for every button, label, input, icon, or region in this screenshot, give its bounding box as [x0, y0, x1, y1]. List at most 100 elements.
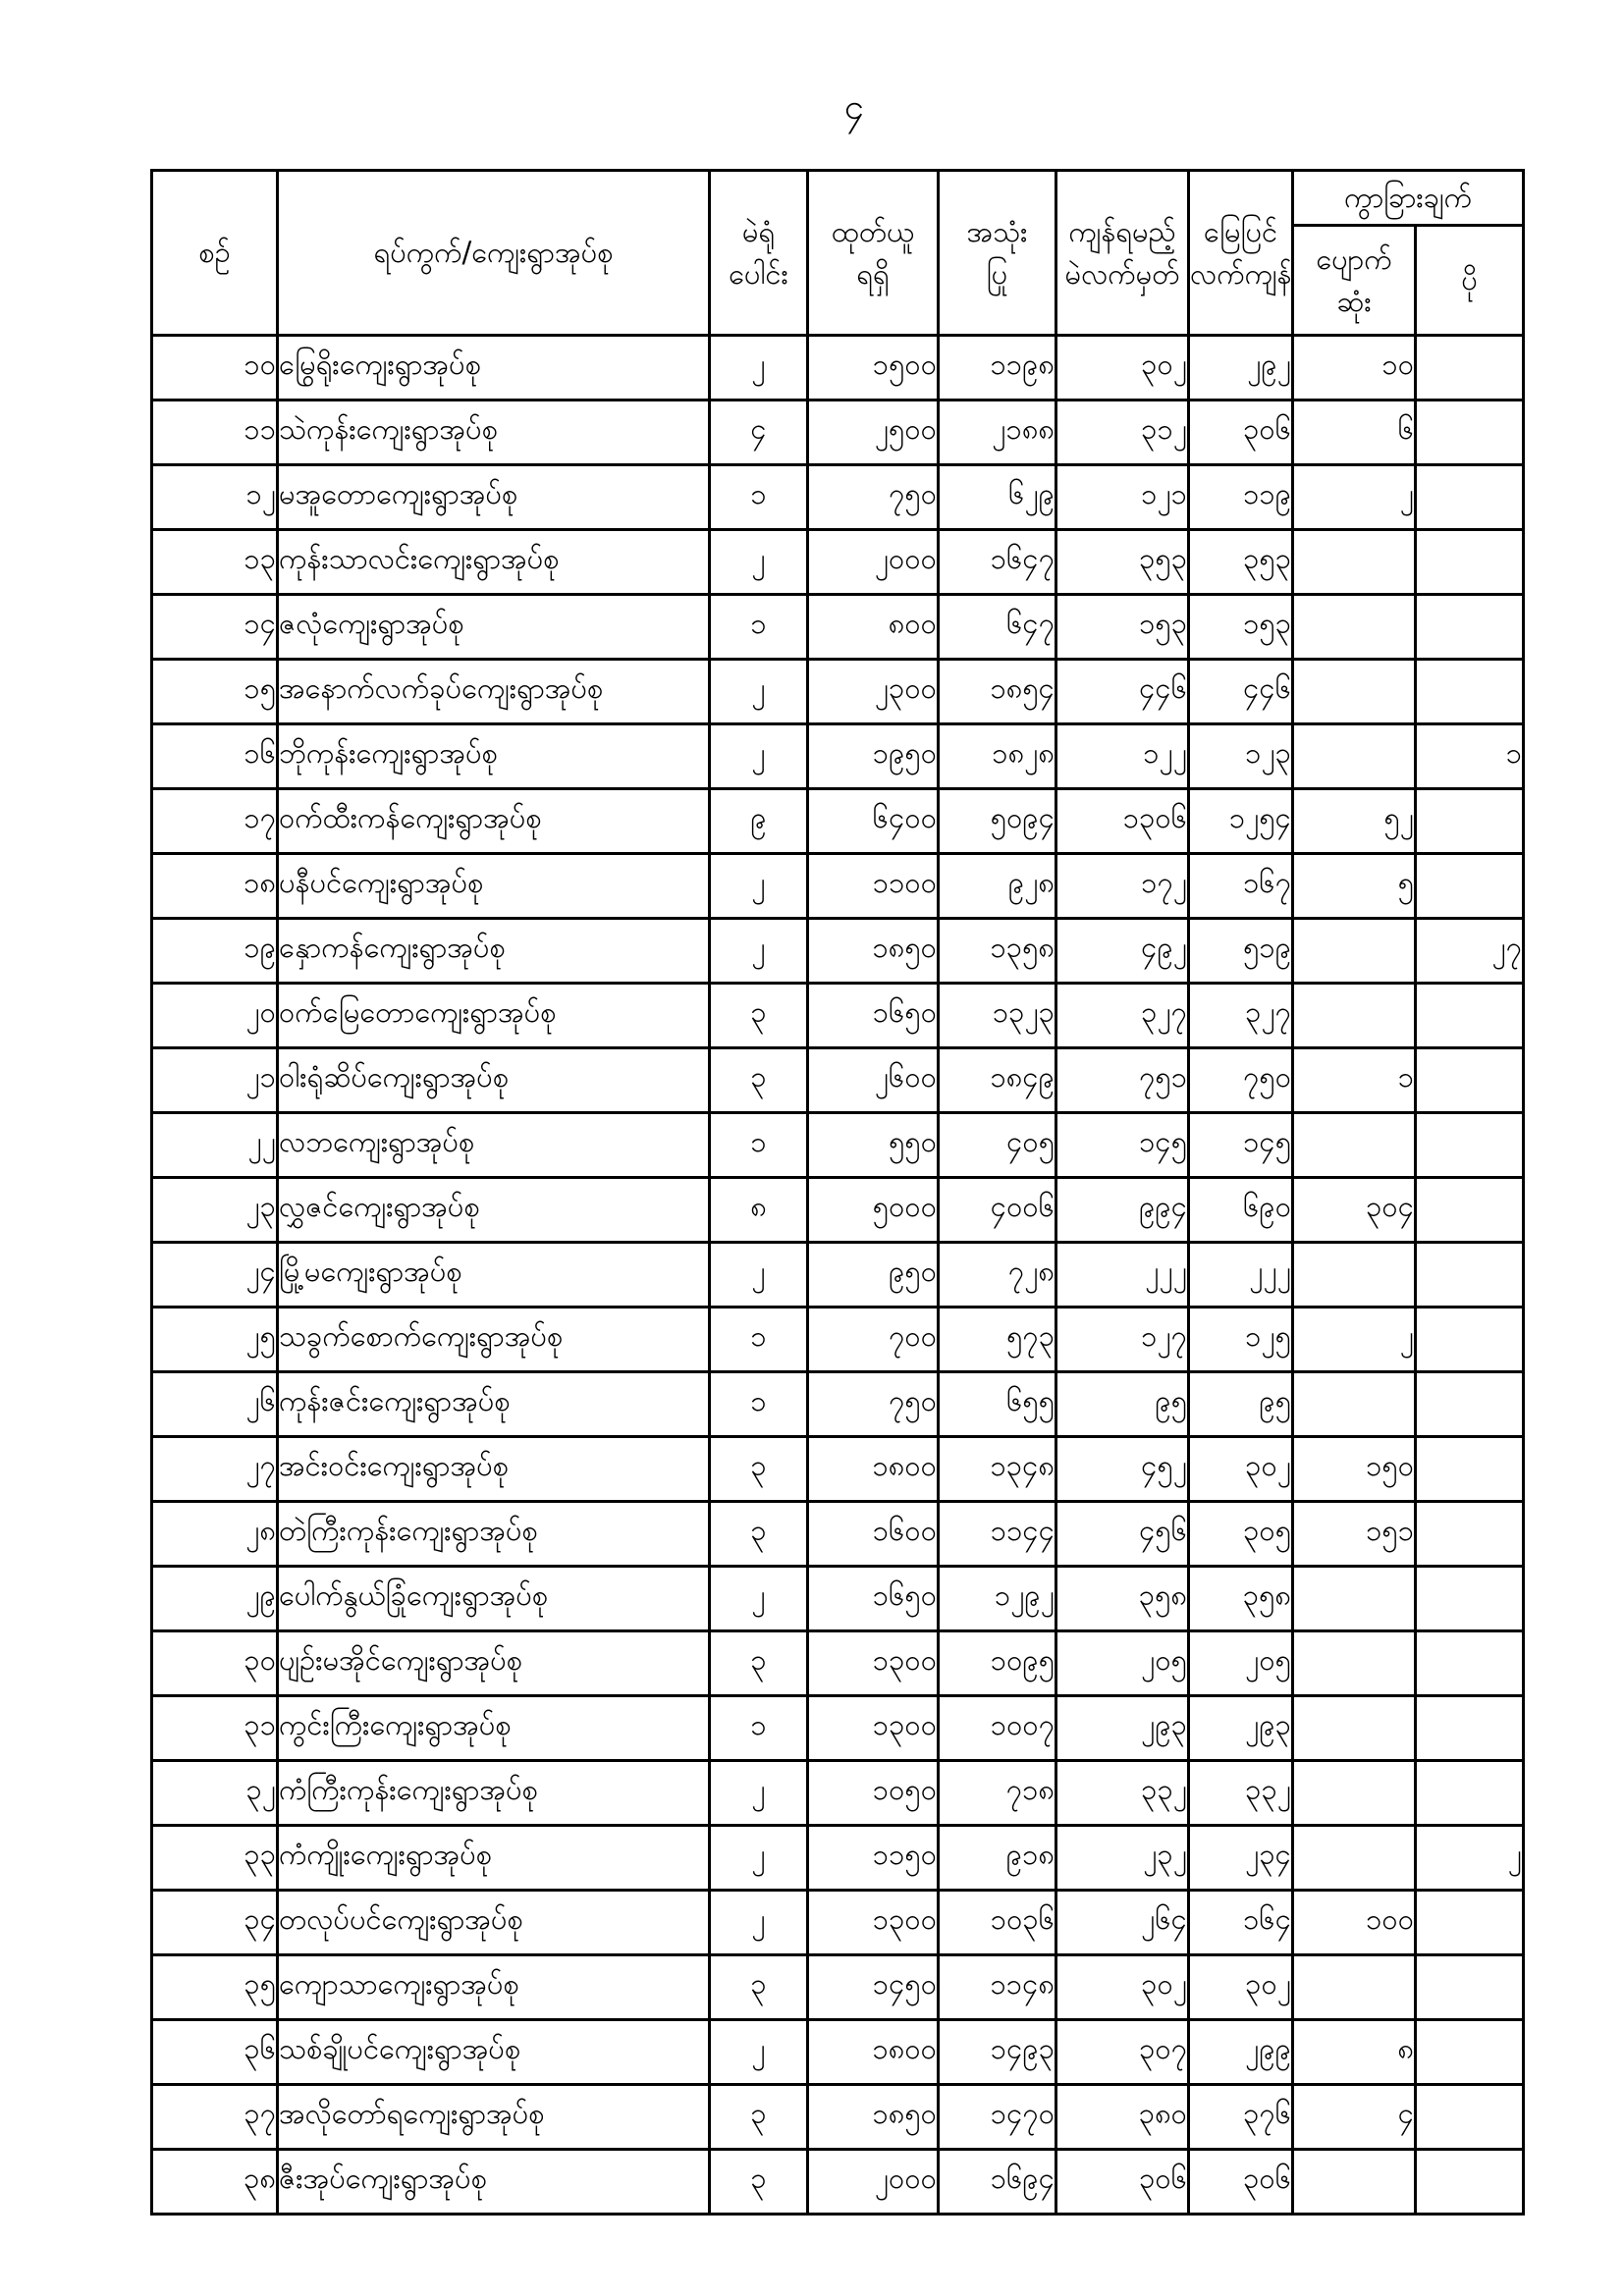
cell-village-name: သခွက်စောက်ကျေးရွာအုပ်စု: [276, 1306, 711, 1373]
cell-lost: [1291, 1111, 1417, 1179]
cell-lost: ၄: [1291, 2083, 1417, 2151]
cell-used: ၁၆၉၄: [937, 2148, 1057, 2216]
cell-received: ၅၀၀၀: [806, 1176, 940, 1244]
cell-village-name: တလုပ်ပင်ကျေးရွာအုပ်စု: [276, 1889, 711, 1956]
cell-stations: ၁: [708, 593, 809, 661]
cell-serial: ၁၈: [150, 852, 279, 920]
cell-lost: [1291, 722, 1417, 790]
cell-ground-balance: ၃၇၆: [1187, 2083, 1294, 2151]
cell-lost: [1291, 1953, 1417, 2021]
cell-should-remain: ၄၅၆: [1055, 1500, 1190, 1568]
cell-ground-balance: ၁၂၅: [1187, 1306, 1294, 1373]
table-row: ၂၀ ဝက်မြေတောကျေးရွာအုပ်စု၃၁၆၅၀ ၁၃၂၃ ၃၂၇ ၃၂၇: [150, 982, 1526, 1049]
cell-stations: ၁: [708, 1694, 809, 1762]
cell-received: ၂၃၀၀: [806, 658, 940, 725]
cell-should-remain: ၃၀၆: [1055, 2148, 1190, 2216]
cell-stations: ၂: [708, 722, 809, 790]
cell-serial: ၂၀: [150, 982, 279, 1049]
cell-lost: ၁: [1291, 1046, 1417, 1114]
cell-serial: ၁၉: [150, 917, 279, 985]
cell-village-name: ဝါးရုံဆိပ်ကျေးရွာအုပ်စု: [276, 1046, 711, 1114]
table-row: ၂၁ ဝါးရုံဆိပ်ကျေးရွာအုပ်စု၃၂၆၀၀ ၁၈၄၉ ၇၅၁ ၇၅၀…: [150, 1046, 1526, 1114]
cell-used: ၁၁၄၄: [937, 1500, 1057, 1568]
table-row: ၂၃ လွှဇင်ကျေးရွာအုပ်စု၈၅၀၀၀ ၄၀၀၆ ၉၉၄ ၆၉၀ ၃၀၄: [150, 1176, 1526, 1244]
cell-should-remain: ၃၅၃: [1055, 528, 1190, 596]
cell-used: ၇၂၈: [937, 1241, 1057, 1308]
cell-stations: ၈: [708, 1176, 809, 1244]
table-row: ၁၈ ပနီပင်ကျေးရွာအုပ်စု၂၁၁၀၀ ၉၂၈ ၁၇၂ ၁၆၇၅: [150, 852, 1526, 920]
cell-ground-balance: ၂၉၉: [1187, 2018, 1294, 2086]
cell-extra: ၂၇: [1413, 917, 1526, 985]
cell-should-remain: ၁၇၂: [1055, 852, 1190, 920]
cell-ground-balance: ၃၀၆: [1187, 2148, 1294, 2216]
cell-should-remain: ၄၉၂: [1055, 917, 1190, 985]
cell-ground-balance: ၃၀၆: [1187, 399, 1294, 466]
cell-received: ၁၁၅၀: [806, 1824, 940, 1892]
cell-stations: ၂: [708, 917, 809, 985]
cell-received: ၆၄၀၀: [806, 787, 940, 855]
cell-ground-balance: ၂၉၃: [1187, 1694, 1294, 1762]
cell-serial: ၃၃: [150, 1824, 279, 1892]
cell-stations: ၃: [708, 2083, 809, 2151]
cell-stations: ၂: [708, 1241, 809, 1308]
cell-extra: [1413, 463, 1526, 531]
table-header: စဉ် ရပ်ကွက်/ကျေးရွာအုပ်စု မဲရုံ ပေါင်း ထ…: [150, 169, 1526, 337]
cell-village-name: အနောက်လက်ခုပ်ကျေးရွာအုပ်စု: [276, 658, 711, 725]
cell-lost: [1291, 1824, 1417, 1892]
table-row: ၃၁ ကွင်းကြီးကျေးရွာအုပ်စု၁၁၃၀၀ ၁၀၀၇ ၂၉၃ ၂၉၃: [150, 1694, 1526, 1762]
cell-used: ၁၁၉၈: [937, 334, 1057, 401]
cell-serial: ၁၇: [150, 787, 279, 855]
cell-ground-balance: ၁၆၄: [1187, 1889, 1294, 1956]
cell-received: ၁၆၀၀: [806, 1500, 940, 1568]
cell-village-name: တဲကြီးကုန်းကျေးရွာအုပ်စု: [276, 1500, 711, 1568]
cell-extra: [1413, 1953, 1526, 2021]
cell-serial: ၁၂: [150, 463, 279, 531]
cell-should-remain: ၂၆၄: [1055, 1889, 1190, 1956]
cell-received: ၂၀၀၀: [806, 2148, 940, 2216]
table-row: ၁၁ သဲကုန်းကျေးရွာအုပ်စု၄၂၅၀၀ ၂၁၈၈ ၃၁၂ ၃၀၆၆: [150, 399, 1526, 466]
cell-lost: [1291, 1241, 1417, 1308]
cell-should-remain: ၂၉၃: [1055, 1694, 1190, 1762]
cell-stations: ၂: [708, 658, 809, 725]
table-row: ၃၃ ကံကျိုးကျေးရွာအုပ်စု၂၁၁၅၀ ၉၁၈ ၂၃၂ ၂၃၄၂: [150, 1824, 1526, 1892]
cell-extra: [1413, 1046, 1526, 1114]
cell-used: ၁၃၄၈: [937, 1435, 1057, 1503]
cell-stations: ၃: [708, 2148, 809, 2216]
cell-lost: [1291, 658, 1417, 725]
cell-received: ၁၈၅၀: [806, 917, 940, 985]
cell-stations: ၂: [708, 852, 809, 920]
cell-extra: [1413, 852, 1526, 920]
cell-village-name: ပေါက်နွယ်ခြုံကျေးရွာအုပ်စု: [276, 1565, 711, 1632]
cell-extra: [1413, 1241, 1526, 1308]
cell-received: ၁၈၅၀: [806, 2083, 940, 2151]
cell-extra: [1413, 1565, 1526, 1632]
cell-village-name: ကံကြီးကုန်းကျေးရွာအုပ်စု: [276, 1759, 711, 1827]
cell-used: ၄၀၅: [937, 1111, 1057, 1179]
cell-stations: ၃: [708, 1500, 809, 1568]
cell-used: ၁၁၄၈: [937, 1953, 1057, 2021]
cell-lost: [1291, 528, 1417, 596]
cell-village-name: အင်းဝင်းကျေးရွာအုပ်စု: [276, 1435, 711, 1503]
cell-ground-balance: ၂၀၅: [1187, 1629, 1294, 1697]
cell-serial: ၂၈: [150, 1500, 279, 1568]
cell-extra: [1413, 1629, 1526, 1697]
cell-used: ၁၀၀၇: [937, 1694, 1057, 1762]
table-row: ၃၂ ကံကြီးကုန်းကျေးရွာအုပ်စု၂၁၀၅၀ ၇၁၈ ၃၃၂ ၃၃၂: [150, 1759, 1526, 1827]
cell-ground-balance: ၂၉၂: [1187, 334, 1294, 401]
cell-serial: ၃၆: [150, 2018, 279, 2086]
cell-received: ၉၅၀: [806, 1241, 940, 1308]
cell-extra: [1413, 593, 1526, 661]
cell-lost: ၁၅၀: [1291, 1435, 1417, 1503]
cell-used: ၁၀၉၅: [937, 1629, 1057, 1697]
table-row: ၁၅ အနောက်လက်ခုပ်ကျေးရွာအုပ်စု၂၂၃၀၀ ၁၈၅၄ ၄၄၆…: [150, 658, 1526, 725]
cell-ground-balance: ၃၅၈: [1187, 1565, 1294, 1632]
cell-lost: [1291, 2148, 1417, 2216]
cell-used: ၁၈၂၈: [937, 722, 1057, 790]
cell-serial: ၁၅: [150, 658, 279, 725]
cell-received: ၁၀၅၀: [806, 1759, 940, 1827]
cell-serial: ၁၃: [150, 528, 279, 596]
cell-ground-balance: ၃၀၂: [1187, 1435, 1294, 1503]
cell-village-name: အလိုတော်ရကျေးရွာအုပ်စု: [276, 2083, 711, 2151]
cell-village-name: ကုန်းသာလင်းကျေးရွာအုပ်စု: [276, 528, 711, 596]
